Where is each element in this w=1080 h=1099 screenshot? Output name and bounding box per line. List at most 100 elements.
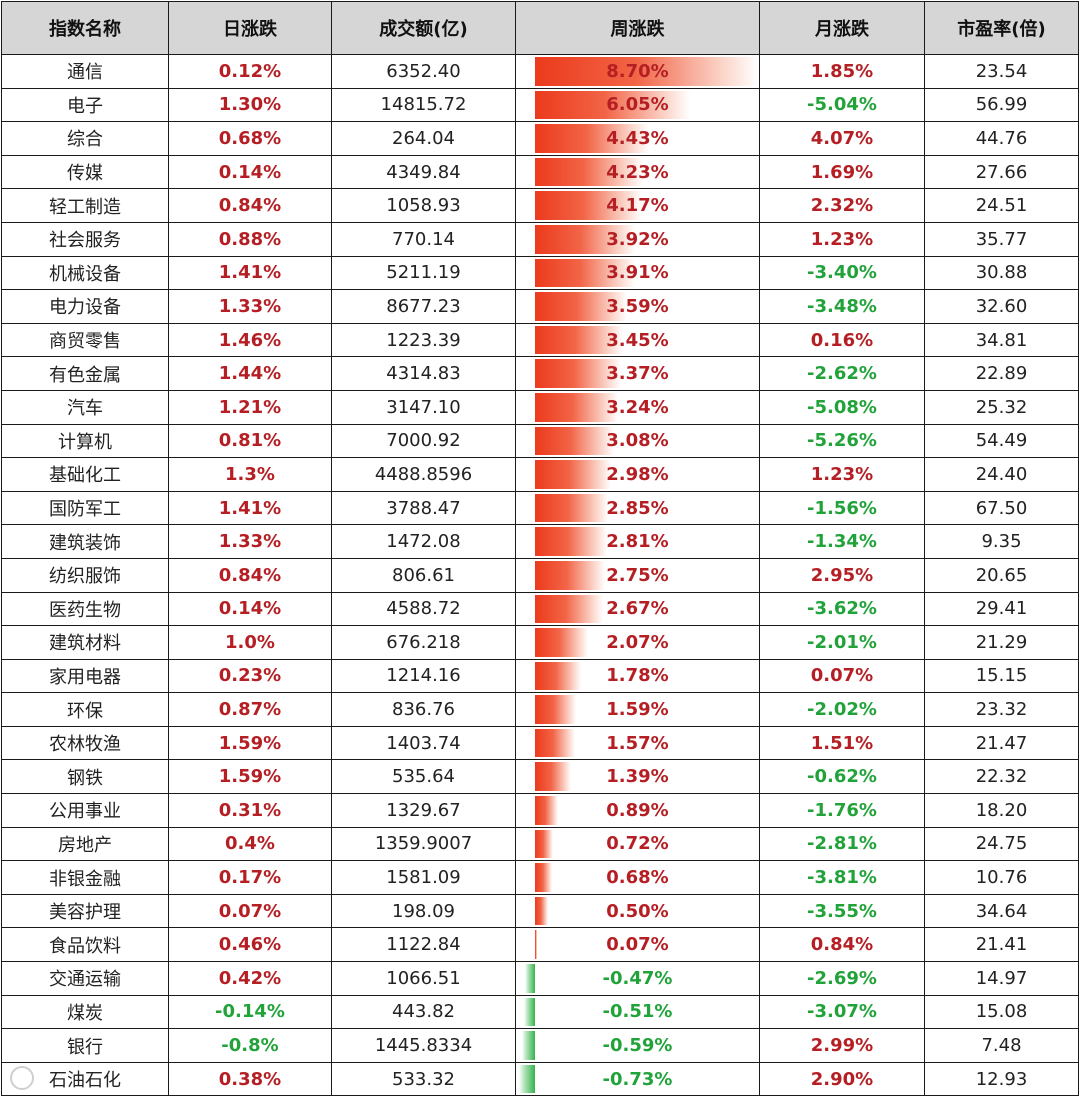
cell-daily-change: 0.14%: [168, 154, 332, 190]
cell-daily-change: 1.33%: [168, 289, 332, 324]
weekly-change-bar: [535, 896, 548, 926]
table-row: 非银金融 0.17% 1581.09 0.68% -3.81% 10.76: [1, 860, 1079, 895]
cell-weekly-change: 0.89%: [515, 793, 760, 828]
cell-volume: 1058.93: [331, 188, 516, 223]
table-row: 汽车 1.21% 3147.10 3.24% -5.08% 25.32: [1, 389, 1079, 425]
cell-daily-change: 0.68%: [168, 121, 332, 156]
table-row: 煤炭 -0.14% 443.82 -0.51% -3.07% 15.08: [1, 994, 1079, 1030]
cell-pe-ratio: 22.89: [924, 356, 1079, 391]
cell-index-name: 家用电器: [1, 658, 169, 694]
header-daily-change: 日涨跌: [168, 1, 332, 55]
cell-monthly-change: -2.69%: [759, 961, 925, 996]
cell-monthly-change: -3.81%: [759, 860, 925, 895]
cell-index-name: 电力设备: [1, 289, 169, 324]
table-row: 房地产 0.4% 1359.9007 0.72% -2.81% 24.75: [1, 826, 1079, 862]
cell-weekly-change: 3.37%: [515, 356, 760, 391]
cell-monthly-change: -5.26%: [759, 423, 925, 459]
weekly-change-value: 2.81%: [606, 531, 669, 553]
cell-daily-change: 0.87%: [168, 692, 332, 727]
cell-weekly-change: 8.70%: [515, 54, 760, 89]
cell-monthly-change: 1.23%: [759, 457, 925, 492]
table-row: 通信 0.12% 6352.40 8.70% 1.85% 23.54: [1, 54, 1079, 89]
cell-pe-ratio: 27.66: [924, 154, 1079, 190]
cell-pe-ratio: 20.65: [924, 557, 1079, 593]
cell-monthly-change: -3.40%: [759, 255, 925, 291]
weekly-change-bar: [535, 493, 609, 523]
cell-index-name: 综合: [1, 121, 169, 156]
cell-daily-change: -0.8%: [168, 1028, 332, 1063]
weekly-change-bar: [535, 628, 589, 657]
cell-volume: 4349.84: [331, 154, 516, 190]
cell-weekly-change: -0.51%: [515, 994, 760, 1030]
cell-daily-change: 1.44%: [168, 356, 332, 391]
cell-weekly-change: 2.75%: [515, 557, 760, 593]
weekly-change-bar: [519, 1064, 535, 1094]
cell-index-name: 房地产: [1, 826, 169, 862]
cell-pe-ratio: 34.64: [924, 893, 1079, 929]
weekly-change-value: 2.07%: [606, 631, 669, 653]
table-row: 美容护理 0.07% 198.09 0.50% -3.55% 34.64: [1, 893, 1079, 929]
cell-weekly-change: 1.59%: [515, 692, 760, 727]
cell-pe-ratio: 21.47: [924, 725, 1079, 761]
cell-weekly-change: 1.39%: [515, 759, 760, 795]
cell-pe-ratio: 54.49: [924, 423, 1079, 459]
cell-pe-ratio: 56.99: [924, 87, 1079, 123]
cell-weekly-change: 4.17%: [515, 188, 760, 223]
cell-monthly-change: -3.48%: [759, 289, 925, 324]
table-row: 国防军工 1.41% 3788.47 2.85% -1.56% 67.50: [1, 490, 1079, 526]
table-row: 家用电器 0.23% 1214.16 1.78% 0.07% 15.15: [1, 658, 1079, 694]
cell-monthly-change: 0.16%: [759, 322, 925, 358]
table-row: 钢铁 1.59% 535.64 1.39% -0.62% 22.32: [1, 759, 1079, 795]
cell-pe-ratio: 10.76: [924, 860, 1079, 895]
cell-pe-ratio: 14.97: [924, 961, 1079, 996]
weekly-change-bar: [535, 527, 608, 556]
header-row: 指数名称 日涨跌 成交额(亿) 周涨跌 月涨跌 市盈率(倍): [1, 1, 1079, 55]
weekly-change-bar: [535, 829, 554, 859]
cell-monthly-change: -0.62%: [759, 759, 925, 795]
table-row: 农林牧渔 1.59% 1403.74 1.57% 1.51% 21.47: [1, 725, 1079, 761]
weekly-change-bar: [535, 157, 644, 187]
table-row: 交通运输 0.42% 1066.51 -0.47% -2.69% 14.97: [1, 961, 1079, 996]
cell-monthly-change: 1.23%: [759, 221, 925, 257]
cell-volume: 1329.67: [331, 793, 516, 828]
cell-volume: 7000.92: [331, 423, 516, 459]
weekly-change-bar: [535, 426, 614, 456]
cell-weekly-change: 3.24%: [515, 389, 760, 425]
cell-pe-ratio: 44.76: [924, 121, 1079, 156]
cell-volume: 1472.08: [331, 524, 516, 559]
weekly-change-value: 3.24%: [606, 396, 669, 418]
cell-pe-ratio: 24.75: [924, 826, 1079, 862]
header-weekly-change: 周涨跌: [515, 1, 760, 55]
cell-index-name: 银行: [1, 1028, 169, 1063]
weekly-change-value: 6.05%: [606, 94, 669, 116]
cell-monthly-change: 0.07%: [759, 658, 925, 694]
table-row: 电子 1.30% 14815.72 6.05% -5.04% 56.99: [1, 87, 1079, 123]
cell-pe-ratio: 12.93: [924, 1061, 1079, 1097]
cell-pe-ratio: 32.60: [924, 289, 1079, 324]
weekly-change-value: 3.37%: [606, 363, 669, 385]
table-row: 公用事业 0.31% 1329.67 0.89% -1.76% 18.20: [1, 793, 1079, 828]
weekly-change-bar: [535, 57, 758, 86]
cell-daily-change: 0.42%: [168, 961, 332, 996]
cell-daily-change: 1.30%: [168, 87, 332, 123]
cell-daily-change: 1.0%: [168, 625, 332, 660]
cell-daily-change: 0.38%: [168, 1061, 332, 1097]
cell-daily-change: -0.14%: [168, 994, 332, 1030]
cell-volume: 1214.16: [331, 658, 516, 694]
cell-volume: 1359.9007: [331, 826, 516, 862]
cell-volume: 3788.47: [331, 490, 516, 526]
table-row: 机械设备 1.41% 5211.19 3.91% -3.40% 30.88: [1, 255, 1079, 291]
weekly-change-value: 2.98%: [606, 463, 669, 485]
weekly-change-bar: [535, 325, 624, 355]
cell-weekly-change: 2.67%: [515, 591, 760, 627]
cell-monthly-change: -3.55%: [759, 893, 925, 929]
weekly-change-bar: [535, 359, 622, 388]
cell-volume: 1581.09: [331, 860, 516, 895]
cell-daily-change: 0.84%: [168, 188, 332, 223]
cell-monthly-change: 1.85%: [759, 54, 925, 89]
cell-daily-change: 0.14%: [168, 591, 332, 627]
cell-monthly-change: -2.01%: [759, 625, 925, 660]
cell-volume: 6352.40: [331, 54, 516, 89]
cell-pe-ratio: 35.77: [924, 221, 1079, 257]
weekly-change-bar: [535, 728, 576, 758]
